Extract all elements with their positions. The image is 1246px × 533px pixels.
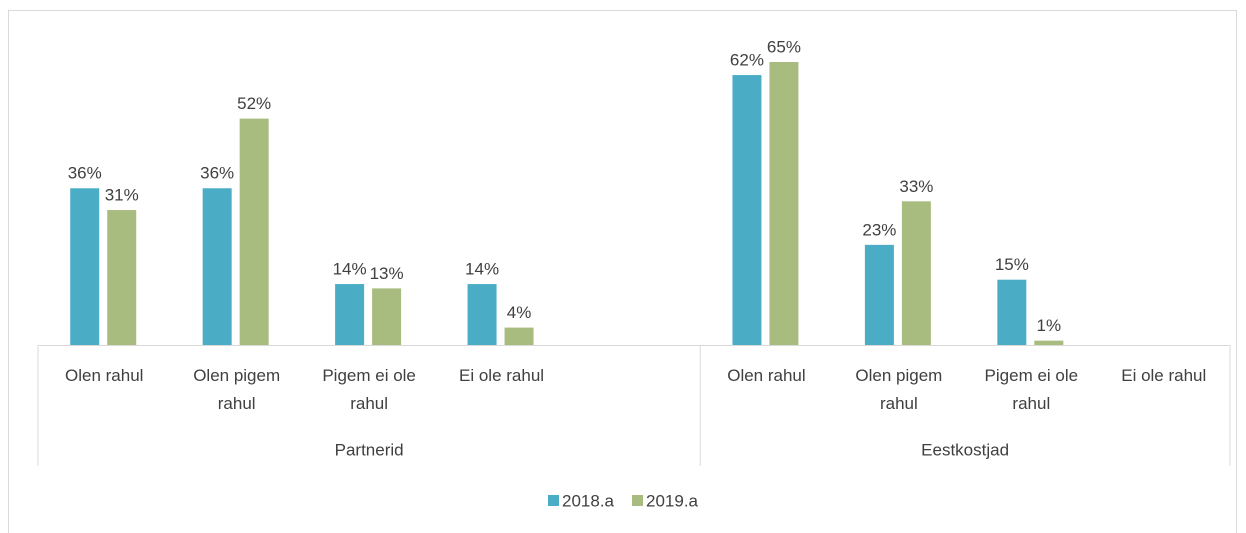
- bar: [864, 244, 894, 345]
- data-label: 23%: [862, 220, 896, 239]
- data-label: 36%: [68, 164, 102, 183]
- data-label: 65%: [767, 37, 801, 56]
- data-label: 31%: [105, 186, 139, 205]
- group-label: Partnerid: [335, 440, 404, 459]
- bar: [239, 118, 269, 345]
- data-label: 62%: [730, 51, 764, 70]
- legend-label: 2018.a: [562, 491, 615, 510]
- chart-border: [8, 10, 1237, 533]
- bar: [107, 210, 137, 345]
- data-label: 4%: [507, 303, 532, 322]
- x-tick-label: Ei ole rahul: [459, 366, 544, 385]
- data-label: 15%: [995, 255, 1029, 274]
- data-label: 36%: [200, 164, 234, 183]
- bar: [997, 279, 1027, 345]
- label-line: rahul: [880, 394, 918, 413]
- bar: [467, 284, 497, 345]
- x-tick-label: Olen rahul: [65, 366, 143, 385]
- bar: [901, 201, 931, 345]
- label-line: Olen rahul: [65, 366, 143, 385]
- label-line: rahul: [1012, 394, 1050, 413]
- label-line: Ei ole rahul: [459, 366, 544, 385]
- x-tick-label: Pigem ei ole rahul: [322, 366, 416, 413]
- bar: [202, 188, 232, 345]
- data-label: 14%: [465, 260, 499, 279]
- data-label: 13%: [370, 264, 404, 283]
- bar: [504, 327, 534, 345]
- data-label: 52%: [237, 94, 271, 113]
- x-tick-label: Olen rahul: [727, 366, 805, 385]
- legend-swatch: [548, 495, 559, 506]
- x-tick-label: Ei ole rahul: [1121, 366, 1206, 385]
- bar: [70, 188, 100, 345]
- bar: [732, 75, 762, 346]
- legend-swatch: [632, 495, 643, 506]
- group-label: Eestkostjad: [921, 440, 1009, 459]
- x-tick-label: Olen pigem rahul: [855, 366, 942, 413]
- data-label: 1%: [1037, 316, 1062, 335]
- label-line: rahul: [218, 394, 256, 413]
- label-line: Olen pigem: [193, 366, 280, 385]
- bar: [1034, 340, 1064, 345]
- bar: [335, 284, 365, 345]
- label-line: Olen pigem: [855, 366, 942, 385]
- data-label: 33%: [899, 177, 933, 196]
- bar: [769, 62, 799, 345]
- x-tick-label: Olen pigem rahul: [193, 366, 280, 413]
- label-line: Olen rahul: [727, 366, 805, 385]
- data-label: 14%: [333, 260, 367, 279]
- label-line: rahul: [350, 394, 388, 413]
- label-line: Pigem ei ole: [322, 366, 416, 385]
- label-line: Pigem ei ole: [985, 366, 1079, 385]
- legend-label: 2019.a: [646, 491, 699, 510]
- bar: [372, 288, 402, 345]
- x-tick-label: Pigem ei ole rahul: [985, 366, 1079, 413]
- label-line: Ei ole rahul: [1121, 366, 1206, 385]
